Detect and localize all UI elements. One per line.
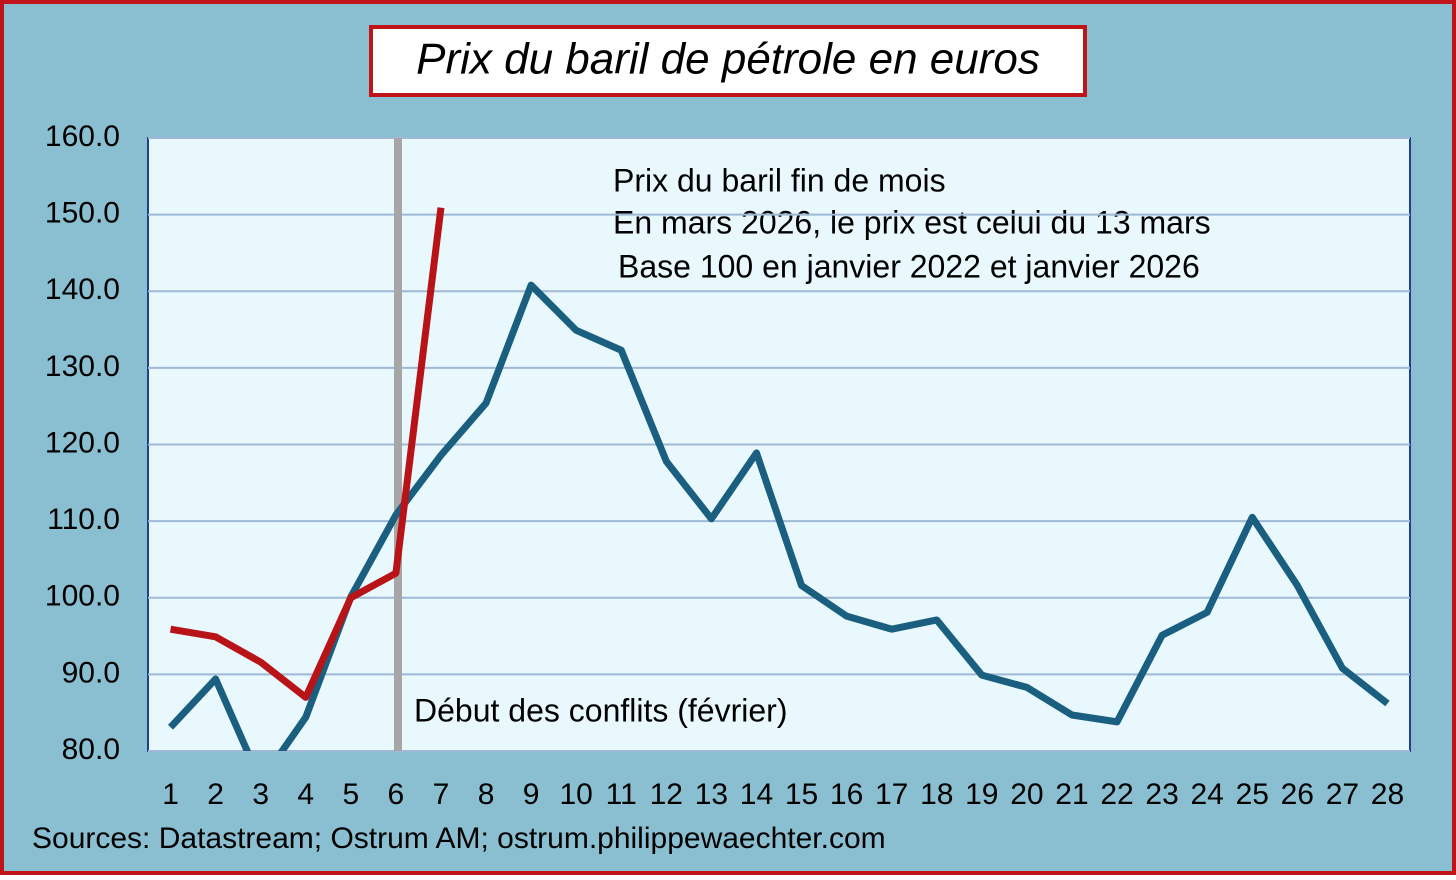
x-tick-label: 2: [207, 778, 224, 811]
x-tick-label: 12: [650, 778, 683, 811]
x-tick-label: 13: [695, 778, 728, 811]
x-tick-label: 3: [252, 778, 269, 811]
y-tick-label: 160.0: [45, 120, 120, 153]
title-box: [369, 25, 1087, 97]
x-tick-label: 14: [740, 778, 773, 811]
y-tick-label: 110.0: [47, 503, 120, 536]
y-tick-label: 80.0: [62, 733, 120, 766]
lines: [167, 207, 1390, 751]
annotation: En mars 2026, le prix est celui du 13 ma…: [613, 204, 1211, 240]
x-tick-label: 16: [830, 778, 863, 811]
x-tick-label: 22: [1100, 778, 1133, 811]
x-tick-label: 19: [965, 778, 998, 811]
x-tick-label: 1: [162, 778, 179, 811]
x-tick-label: 17: [875, 778, 908, 811]
x-tick-label: 9: [523, 778, 540, 811]
annotation: Prix du baril fin de mois: [613, 162, 946, 198]
y-tick-label: 100.0: [45, 580, 120, 613]
x-tick-label: 23: [1145, 778, 1178, 811]
x-tick-label: 6: [388, 778, 405, 811]
x-tick-label: 11: [606, 778, 637, 811]
x-tick-label: 7: [433, 778, 450, 811]
x-tick-label: 4: [297, 778, 314, 811]
x-tick-label: 8: [478, 778, 495, 811]
x-tick-label: 5: [342, 778, 359, 811]
annotation: Début des conflits (février): [414, 692, 787, 728]
y-tick-label: 150.0: [45, 197, 120, 230]
y-tick-label: 130.0: [45, 350, 120, 383]
x-tick-label: 18: [920, 778, 953, 811]
x-tick-label: 28: [1371, 778, 1404, 811]
source: Sources: Datastream; Ostrum AM; ostrum.p…: [32, 822, 886, 855]
chart-title: Prix du baril de pétrole en euros: [416, 35, 1040, 84]
x-tick-label: 10: [559, 778, 592, 811]
series-line: [169, 207, 445, 701]
x-tick-label: 20: [1010, 778, 1043, 811]
y-tick-label: 140.0: [45, 273, 120, 306]
x-tick-label: 27: [1326, 778, 1359, 811]
x-tick-label: 26: [1281, 778, 1314, 811]
event-line: [394, 138, 402, 751]
x-tick-label: 25: [1236, 778, 1269, 811]
x-tick-label: 21: [1055, 778, 1088, 811]
x-tick-label: 24: [1190, 778, 1223, 811]
y-tick-label: 90.0: [62, 656, 120, 689]
annotation: Base 100 en janvier 2022 et janvier 2026: [618, 248, 1200, 284]
x-tick-label: 15: [785, 778, 818, 811]
series-line: [167, 281, 1390, 751]
y-tick-label: 120.0: [45, 426, 120, 459]
